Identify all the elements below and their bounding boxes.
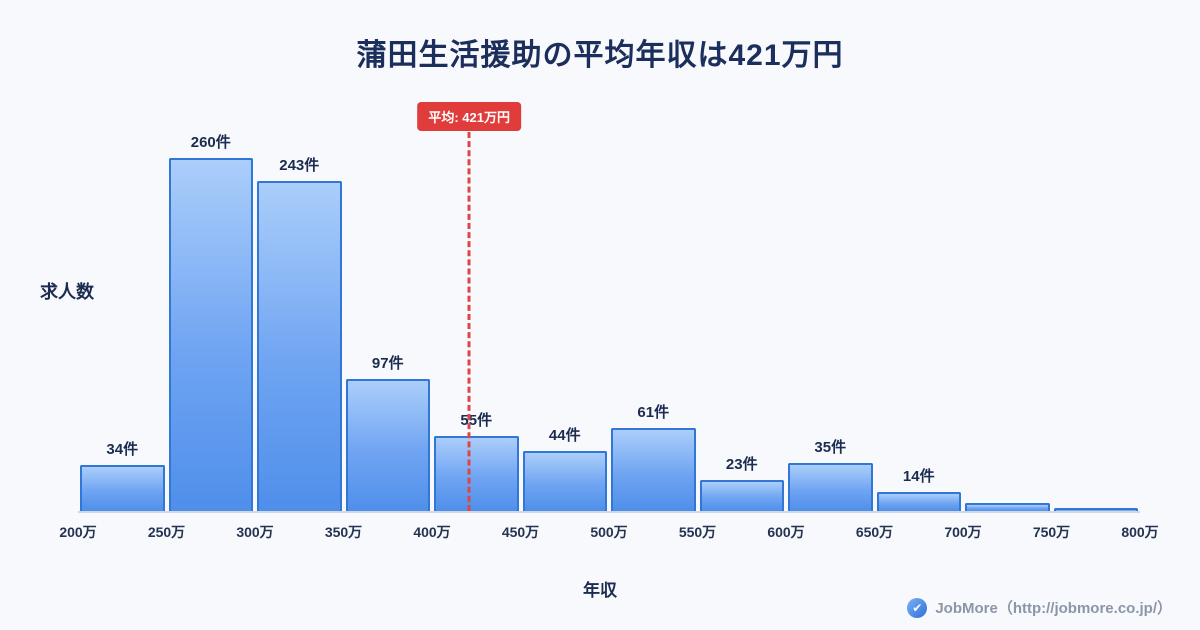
- average-badge: 平均: 421万円: [417, 102, 521, 131]
- bar-slot: 14件: [875, 100, 964, 511]
- x-tick-label: 350万: [324, 524, 363, 540]
- histogram-bar: [522, 451, 607, 511]
- bar-slot: 34件: [78, 100, 167, 511]
- histogram-bar: [699, 479, 784, 511]
- histogram-bar: [345, 379, 430, 511]
- bar-slot: 97件: [344, 100, 433, 511]
- x-tick-label: 650万: [855, 524, 894, 540]
- histogram-bar: [80, 464, 165, 511]
- x-tick-label: 750万: [1032, 524, 1071, 540]
- x-tick-label: 500万: [590, 524, 628, 540]
- histogram-bar: [1053, 508, 1138, 511]
- bar-value-label: 55件: [460, 412, 493, 430]
- bar-slot: [963, 100, 1052, 511]
- bar-slot: 35件: [786, 100, 875, 511]
- bar-value-label: 61件: [637, 404, 670, 422]
- bar-value-label: 243件: [279, 157, 320, 175]
- x-tick-label: 700万: [944, 524, 982, 540]
- x-tick-label: 250万: [147, 524, 186, 540]
- bar-value-label: 14件: [902, 468, 935, 485]
- histogram-bar: [257, 181, 342, 511]
- chart-title: 蒲田生活援助の平均年収は421万円: [356, 39, 844, 72]
- histogram-bar: [611, 428, 696, 511]
- bar-slot: 61件: [609, 100, 698, 511]
- bar-slot: 260件: [167, 100, 256, 511]
- x-tick-label: 450万: [501, 524, 540, 540]
- x-tick-label: 600万: [767, 524, 805, 540]
- histogram-bar: [965, 502, 1050, 511]
- histogram-bar: [434, 436, 519, 511]
- plot-area: 34件 260件 243件 97件 55件 44件 61件 23件 35件 14件 平均: 421…: [78, 100, 1140, 513]
- bar-slot: 23件: [698, 100, 787, 511]
- x-axis-ticks: 200万 250万 300万 350万 400万 450万 500万 550万 600万 650万…: [59, 522, 1158, 544]
- histogram-bar: [168, 158, 253, 511]
- bar-value-label: 23件: [725, 455, 758, 473]
- x-tick-label: 300万: [236, 524, 274, 540]
- y-axis-label: 求人数: [40, 282, 94, 302]
- bar-slot: 44件: [521, 100, 610, 511]
- x-tick-label: 800万: [1121, 524, 1159, 540]
- bar-slot: 55件: [432, 100, 521, 511]
- bar-value-label: 97件: [371, 355, 404, 373]
- bar-slot: [1052, 100, 1141, 511]
- footer-text: JobMore（http://jobmore.co.jp/）: [935, 600, 1172, 617]
- bar-value-label: 35件: [814, 439, 847, 457]
- bar-value-label: 260件: [190, 134, 231, 151]
- bar-slot: 243件: [255, 100, 344, 511]
- bar-value-label: 34件: [106, 440, 139, 458]
- footer: ✔ JobMore（http://jobmore.co.jp/）: [907, 597, 1172, 618]
- bar-value-label: 44件: [548, 427, 581, 445]
- histogram-bar: [788, 463, 873, 511]
- jobmore-logo-icon: ✔: [907, 597, 928, 618]
- histogram-bar: [876, 492, 961, 511]
- bars-container: 34件 260件 243件 97件 55件 44件 61件 23件 35件 14件: [78, 100, 1140, 511]
- x-axis-label: 年収: [583, 581, 617, 600]
- x-tick-label: 200万: [59, 524, 97, 540]
- average-line: [467, 132, 471, 511]
- x-tick-label: 550万: [678, 524, 717, 540]
- x-tick-label: 400万: [413, 524, 451, 540]
